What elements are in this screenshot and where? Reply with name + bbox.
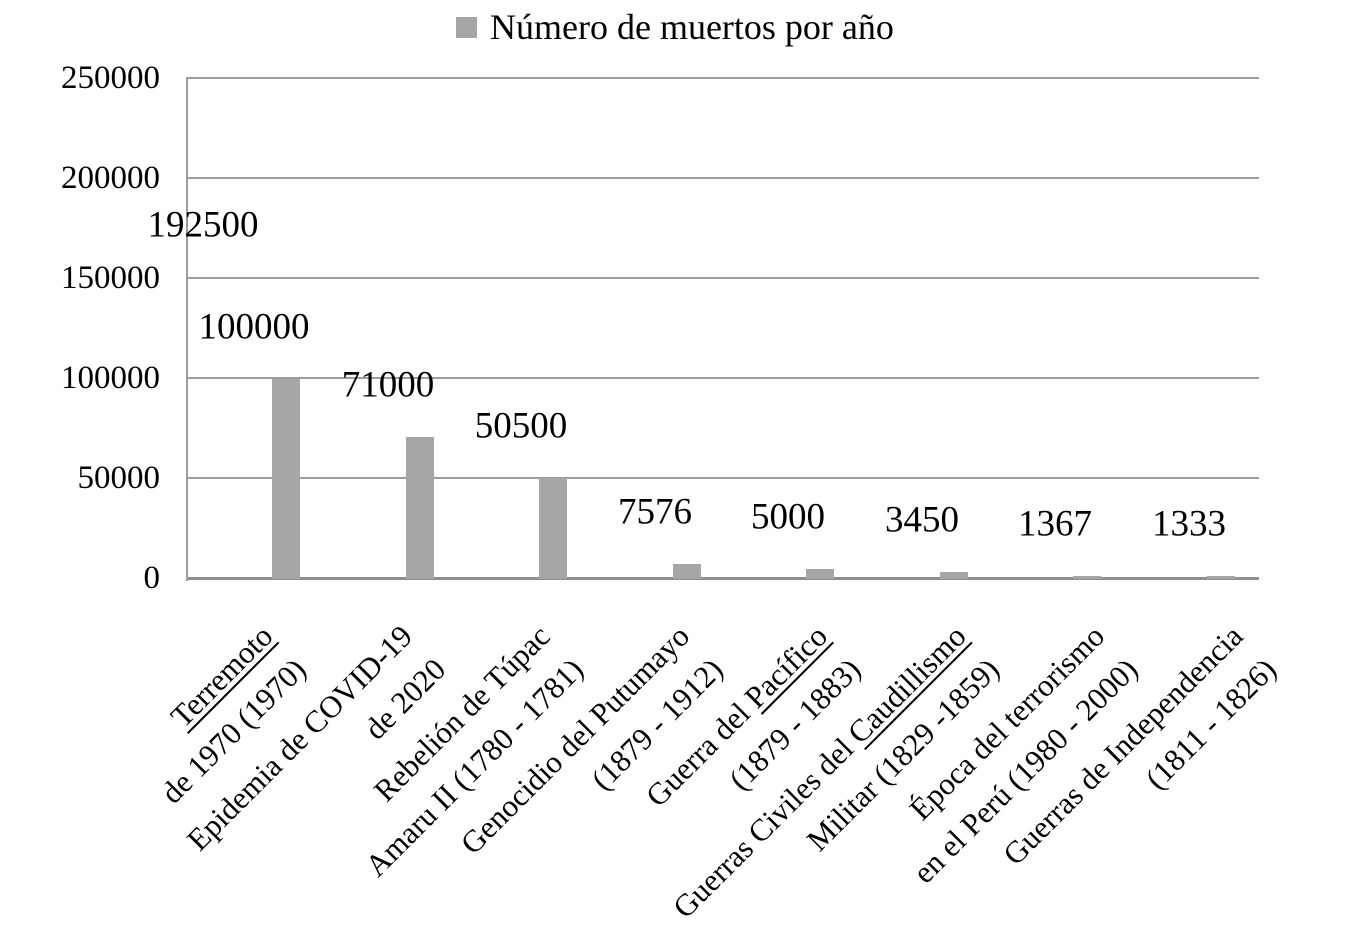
x-axis-line: [186, 577, 1259, 580]
bar-value-label: 7576: [618, 491, 692, 533]
bar-value-label: 5000: [751, 496, 825, 538]
y-axis-line: [186, 77, 188, 581]
gridline: [187, 277, 1259, 279]
bar: [272, 379, 300, 579]
gridline: [187, 377, 1259, 379]
bar: [940, 572, 968, 579]
y-axis-tick-label: 100000: [61, 360, 160, 396]
bar-value-label: 1367: [1018, 503, 1092, 545]
y-axis-tick-label: 0: [143, 560, 161, 596]
bar-value-label: 71000: [341, 364, 435, 406]
bar: [806, 569, 834, 579]
bar-value-label: 100000: [198, 306, 310, 348]
bar-value-label: 1333: [1152, 503, 1226, 545]
bar: [1207, 576, 1235, 579]
legend-swatch: [456, 16, 477, 38]
bar-value-label: 3450: [885, 499, 959, 541]
y-axis-tick-label: 200000: [61, 160, 160, 196]
bar: [539, 478, 567, 579]
gridline: [187, 77, 1259, 79]
bar: [1073, 576, 1101, 579]
bar-value-label: 50500: [474, 405, 568, 447]
legend-label: Número de muertos por año: [490, 7, 894, 47]
y-axis-tick-label: 50000: [77, 460, 161, 496]
y-axis-tick-label: 250000: [61, 60, 160, 96]
bar: [406, 437, 434, 579]
gridline: [187, 177, 1259, 179]
bar: [673, 563, 701, 579]
legend: Número de muertos por año: [456, 6, 894, 48]
y-axis-tick-label: 150000: [61, 260, 160, 296]
floating-data-label: 192500: [147, 204, 259, 246]
gridline: [187, 477, 1259, 479]
